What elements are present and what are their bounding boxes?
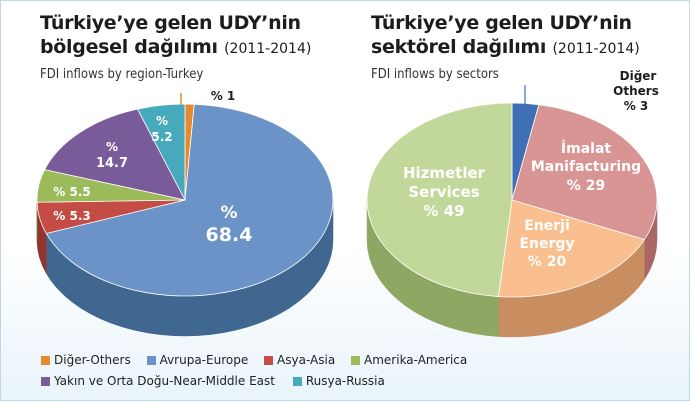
label-europe-value: 68.4 (206, 224, 253, 246)
legend-label-asia: Asya-Asia (277, 353, 335, 367)
label-manufacturing-3: % 29 (567, 178, 605, 194)
label-russia-value: 5.2 (151, 130, 172, 144)
legend-item-middle-east: Yakın ve Orta Doğu-Near-Middle East (41, 374, 275, 388)
legend-label-america: Amerika-America (364, 353, 467, 367)
legend-label-russia: Rusya-Russia (306, 374, 385, 388)
label-middle-east-value: 14.7 (96, 156, 128, 171)
legend-item-russia: Rusya-Russia (293, 374, 385, 388)
legend-swatch-russia (293, 377, 302, 386)
legend-swatch-middle-east (41, 377, 50, 386)
label-middle-east-pct: % (106, 140, 118, 154)
label-energy-2: Energy (519, 236, 574, 252)
label-services-3: % 49 (423, 202, 464, 220)
legend-swatch-asia (264, 356, 273, 365)
label-sector-others-3: % 3 (624, 99, 649, 113)
label-energy-1: Enerji (524, 218, 570, 234)
legend-item-others: Diğer-Others (41, 353, 131, 367)
legend-swatch-others (41, 356, 50, 365)
legend-label-middle-east: Yakın ve Orta Doğu-Near-Middle East (54, 374, 275, 388)
label-sector-others-2: Others (613, 84, 659, 98)
legend-swatch-europe (147, 356, 156, 365)
label-europe-pct: % (220, 203, 237, 223)
legend-label-others: Diğer-Others (54, 353, 131, 367)
legend-item-asia: Asya-Asia (264, 353, 335, 367)
label-manufacturing-1: İmalat (561, 140, 611, 157)
label-energy-3: % 20 (528, 254, 567, 270)
legend-item-america: Amerika-America (351, 353, 467, 367)
legend-label-europe: Avrupa-Europe (160, 353, 249, 367)
legend-swatch-america (351, 356, 360, 365)
label-america: % 5.5 (53, 185, 90, 199)
label-others: % 1 (211, 89, 236, 103)
label-asia: % 5.3 (53, 209, 90, 223)
label-sector-others-1: Diğer (620, 69, 657, 83)
legend-row-1: Diğer-Others Avrupa-Europe Asya-Asia Ame… (41, 353, 467, 367)
label-russia-pct: % (156, 114, 168, 128)
label-services-1: Hizmetler (403, 164, 486, 182)
label-services-2: Services (408, 183, 479, 201)
label-manufacturing-2: Manifacturing (531, 159, 641, 175)
legend-row-2: Yakın ve Orta Doğu-Near-Middle East Rusy… (41, 374, 385, 388)
legend-item-europe: Avrupa-Europe (147, 353, 249, 367)
